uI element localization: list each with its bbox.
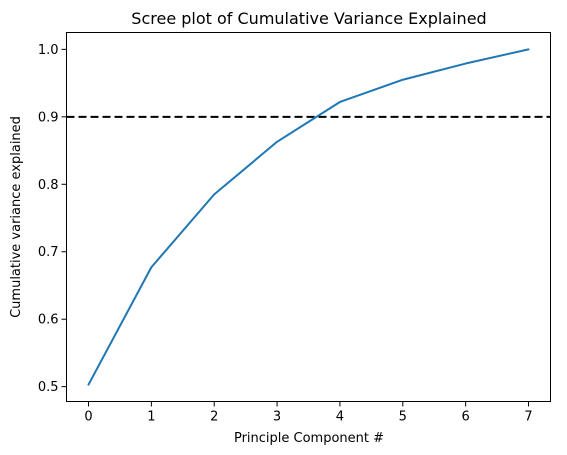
y-tick-label: 0.6 [38,313,59,328]
x-tick-label: 5 [399,410,407,425]
x-tick-label: 6 [462,410,470,425]
x-tick-label: 2 [210,410,218,425]
y-tick-label: 0.9 [38,110,59,125]
cumulative-variance-series-line [87,48,530,386]
y-axis-ticks: 0.5 0.6 0.7 0.8 0.9 1.0 [38,43,67,395]
x-tick-label: 0 [84,410,92,425]
y-axis-label: Cumulative variance explained [9,116,24,318]
plot-area: 0.5 0.6 0.7 0.8 0.9 1.0 0 1 2 3 4 5 6 7 [38,32,551,425]
y-tick-label: 0.8 [38,178,59,193]
y-tick-label: 1.0 [38,43,59,58]
chart-title: Scree plot of Cumulative Variance Explai… [131,9,486,28]
x-tick-label: 3 [273,410,281,425]
y-tick-label: 0.5 [38,380,59,395]
x-tick-label: 4 [336,410,344,425]
y-tick-label: 0.7 [38,245,59,260]
x-axis-label: Principle Component # [234,431,384,446]
axes-frame [66,32,551,402]
x-axis-ticks: 0 1 2 3 4 5 6 7 [84,401,533,425]
x-tick-label: 1 [147,410,155,425]
x-tick-label: 7 [524,410,532,425]
series-layer [87,48,530,386]
